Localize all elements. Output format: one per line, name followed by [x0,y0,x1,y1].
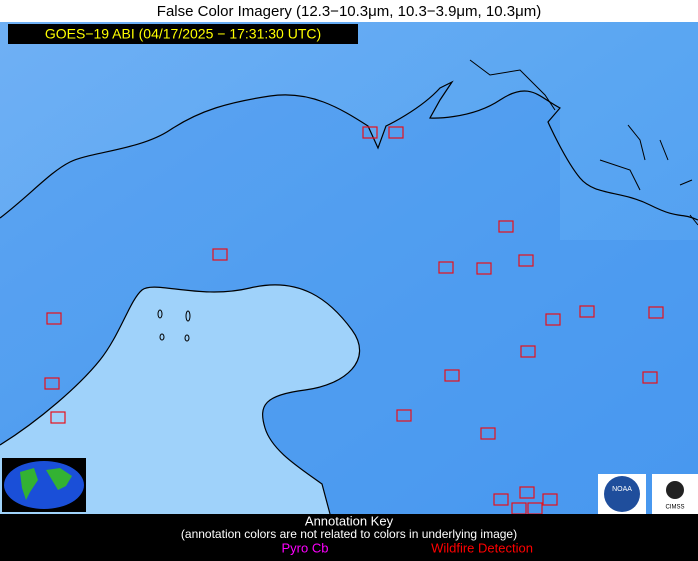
bay-water [0,284,360,514]
annotation-title: Annotation Key [305,513,394,528]
coastline [0,80,698,221]
pyro-cb-key: Pyro Cb [282,540,329,555]
coastline [0,284,361,515]
wildfire-key: Wildfire Detection [431,540,533,555]
annotation-note: (annotation colors are not related to co… [181,527,517,541]
coastline [469,59,698,226]
cimss-text: CIMSS [665,505,684,511]
title: False Color Imagery (12.3−10.3μm, 10.3−3… [157,3,541,20]
subtitle-box [8,24,358,44]
title-bar [0,0,698,22]
annotation-bar [0,514,698,561]
noaa-logo: NOAA [598,474,646,514]
islands [157,309,191,342]
cimss-logo: CIMSS [652,474,698,514]
globe-logo [2,458,86,512]
subtitle: GOES−19 ABI (04/17/2025 − 17:31:30 UTC) [45,26,321,42]
noaa-text: NOAA [612,486,632,493]
